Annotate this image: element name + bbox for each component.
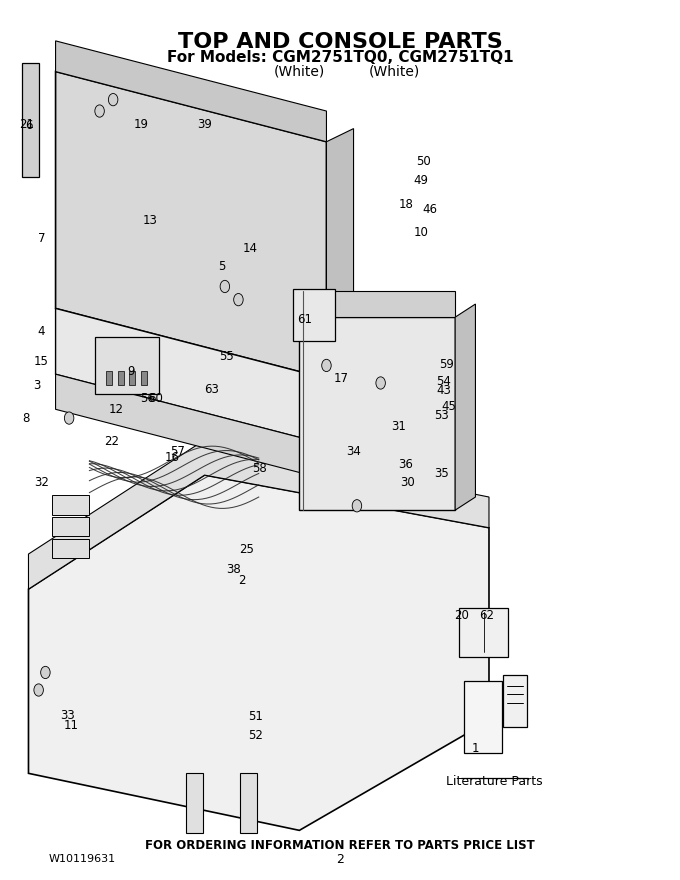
Text: FOR ORDERING INFORMATION REFER TO PARTS PRICE LIST: FOR ORDERING INFORMATION REFER TO PARTS … <box>145 839 535 852</box>
FancyBboxPatch shape <box>95 337 158 393</box>
Bar <box>52 495 90 515</box>
Text: 36: 36 <box>398 458 413 471</box>
Text: TOP AND CONSOLE PARTS: TOP AND CONSOLE PARTS <box>177 32 503 52</box>
Text: 2: 2 <box>336 853 344 866</box>
Text: 49: 49 <box>413 174 429 187</box>
Text: 15: 15 <box>33 355 48 368</box>
Bar <box>118 370 124 385</box>
Text: For Models: CGM2751TQ0, CGM2751TQ1: For Models: CGM2751TQ0, CGM2751TQ1 <box>167 49 513 64</box>
Text: (White): (White) <box>369 64 420 78</box>
Text: 46: 46 <box>422 202 437 216</box>
Text: 11: 11 <box>64 719 79 731</box>
Text: Literature Parts: Literature Parts <box>446 775 543 788</box>
Polygon shape <box>455 304 475 510</box>
Bar <box>106 370 112 385</box>
Circle shape <box>234 294 243 305</box>
Text: 13: 13 <box>143 214 158 227</box>
Text: 6: 6 <box>24 120 32 133</box>
Polygon shape <box>56 308 326 444</box>
Circle shape <box>65 412 74 424</box>
Circle shape <box>352 500 362 512</box>
Bar <box>240 774 257 833</box>
Circle shape <box>322 359 331 371</box>
Text: 53: 53 <box>435 409 449 422</box>
Bar <box>52 517 90 537</box>
Polygon shape <box>56 374 326 480</box>
Text: 2: 2 <box>238 574 245 587</box>
Text: 17: 17 <box>334 372 349 385</box>
FancyBboxPatch shape <box>464 681 502 753</box>
Text: 18: 18 <box>398 198 413 211</box>
Polygon shape <box>29 475 489 831</box>
Text: 56: 56 <box>140 392 155 406</box>
FancyBboxPatch shape <box>292 290 335 341</box>
Text: 10: 10 <box>414 225 428 238</box>
Text: 30: 30 <box>401 475 415 488</box>
Circle shape <box>95 105 104 117</box>
Text: 57: 57 <box>170 445 185 458</box>
Text: 14: 14 <box>243 242 258 255</box>
Text: 25: 25 <box>239 543 254 556</box>
Bar <box>186 774 203 833</box>
Text: 4: 4 <box>37 325 44 338</box>
Text: 62: 62 <box>479 609 494 622</box>
Polygon shape <box>56 40 326 142</box>
Text: 8: 8 <box>22 413 29 425</box>
Text: 20: 20 <box>454 609 469 622</box>
Text: 7: 7 <box>38 231 46 245</box>
Text: 51: 51 <box>249 710 263 722</box>
Circle shape <box>41 666 50 678</box>
Text: 43: 43 <box>436 385 451 398</box>
Text: 33: 33 <box>61 709 75 722</box>
Polygon shape <box>299 317 455 510</box>
Text: 59: 59 <box>439 358 454 371</box>
Text: 60: 60 <box>148 392 163 406</box>
Text: W10119631: W10119631 <box>49 854 116 864</box>
Polygon shape <box>56 71 326 378</box>
Text: 55: 55 <box>220 350 235 363</box>
Circle shape <box>34 684 44 696</box>
Text: 35: 35 <box>435 466 449 480</box>
Text: 1: 1 <box>472 743 479 755</box>
Circle shape <box>376 377 386 389</box>
Text: 31: 31 <box>391 421 406 433</box>
Circle shape <box>108 93 118 106</box>
Text: 3: 3 <box>33 379 41 392</box>
Text: 21: 21 <box>20 118 35 131</box>
Text: (White): (White) <box>274 64 325 78</box>
Polygon shape <box>22 62 39 177</box>
Text: 54: 54 <box>436 375 451 388</box>
Polygon shape <box>29 440 489 589</box>
FancyBboxPatch shape <box>503 675 527 727</box>
Text: 38: 38 <box>226 563 241 576</box>
Text: 5: 5 <box>218 260 226 273</box>
Circle shape <box>220 281 230 293</box>
Bar <box>141 370 147 385</box>
Text: 22: 22 <box>104 436 119 448</box>
Text: 50: 50 <box>416 155 430 167</box>
Text: 58: 58 <box>252 463 267 475</box>
Text: 34: 34 <box>346 445 361 458</box>
Polygon shape <box>299 291 455 317</box>
Text: 9: 9 <box>128 365 135 378</box>
Text: 32: 32 <box>35 475 50 488</box>
Text: 52: 52 <box>249 730 263 742</box>
Polygon shape <box>326 128 354 378</box>
Text: 63: 63 <box>205 383 220 396</box>
Text: 12: 12 <box>109 403 124 415</box>
FancyBboxPatch shape <box>459 607 508 656</box>
Text: 61: 61 <box>297 313 312 326</box>
Text: 19: 19 <box>134 118 149 131</box>
Text: 39: 39 <box>197 118 212 131</box>
Text: 16: 16 <box>165 451 180 464</box>
Text: 45: 45 <box>441 400 456 414</box>
Bar <box>52 539 90 559</box>
Bar <box>129 370 135 385</box>
